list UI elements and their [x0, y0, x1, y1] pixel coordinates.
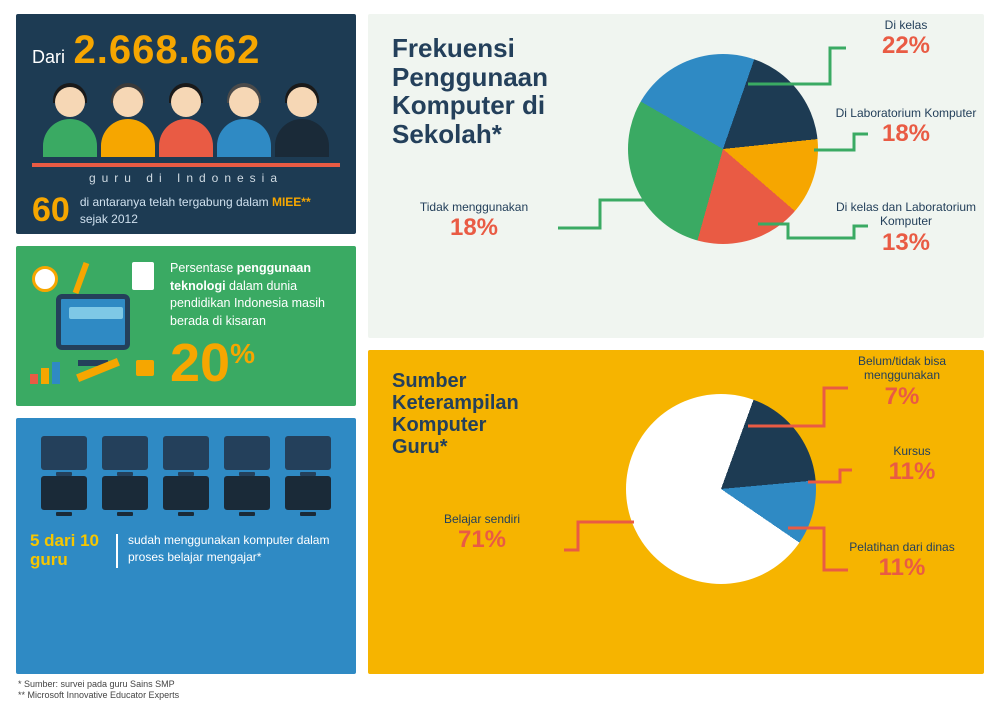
vertical-divider — [116, 534, 118, 568]
pencil-icon — [73, 262, 90, 294]
card-tech-usage: Persentase penggunaan teknologi dalam du… — [16, 246, 356, 406]
pie-callout: Kursus11% — [852, 444, 972, 486]
monitor-icon — [285, 436, 331, 470]
pie-callout: Pelatihan dari dinas11% — [822, 540, 982, 582]
monitor-grid — [30, 432, 342, 514]
person-icon — [43, 79, 97, 157]
teacher-total: 2.668.662 — [73, 28, 260, 72]
monitor-icon — [163, 476, 209, 510]
callout-pct: 13% — [828, 229, 984, 257]
pie1-title: Frekuensi Penggunaan Komputer di Sekolah… — [392, 34, 582, 148]
monitor-icon — [285, 476, 331, 510]
card-5-of-10: 5 dari 10 guru sudah menggunakan kompute… — [16, 418, 356, 674]
prefix-dari: Dari — [32, 47, 65, 67]
pie2-title: Sumber Keterampilan Komputer Guru* — [392, 370, 542, 458]
pie-callout: Belajar sendiri71% — [402, 512, 562, 554]
pie-callout: Di kelas dan Laboratorium Komputer13% — [828, 200, 984, 257]
pie-callout: Di kelas22% — [846, 18, 966, 60]
mug-icon — [136, 360, 154, 376]
pie1-chart — [628, 54, 818, 244]
mini-bar-chart-icon — [30, 362, 71, 384]
callout-label: Belajar sendiri — [402, 512, 562, 526]
callout-pct: 71% — [402, 526, 562, 554]
monitor-icon — [41, 436, 87, 470]
card-source-pie: Sumber Keterampilan Komputer Guru* Belum… — [368, 350, 984, 674]
monitor-icon — [224, 476, 270, 510]
monitor-icon — [102, 476, 148, 510]
callout-pct: 7% — [822, 383, 982, 411]
callout-pct: 11% — [852, 458, 972, 486]
miee-count: 60 — [32, 191, 70, 230]
pie-callout: Belum/tidak bisa menggunakan7% — [822, 354, 982, 411]
tech-usage-pct: 20% — [170, 336, 342, 390]
callout-label: Di Laboratorium Komputer — [828, 106, 984, 120]
monitor-icon — [41, 476, 87, 510]
callout-label: Pelatihan dari dinas — [822, 540, 982, 554]
callout-pct: 18% — [394, 214, 554, 242]
callout-label: Belum/tidak bisa menggunakan — [822, 354, 982, 383]
footnote-2: ** Microsoft Innovative Educator Experts — [18, 690, 179, 702]
tech-usage-text: Persentase penggunaan teknologi dalam du… — [170, 260, 342, 330]
monitor-icon — [56, 294, 130, 350]
card-teacher-count: Dari 2.668.662 guru di Indonesia 60 di a… — [16, 14, 356, 234]
pie-callout: Tidak menggunakan18% — [394, 200, 554, 242]
monitor-icon — [102, 436, 148, 470]
footnotes: * Sumber: survei pada guru Sains SMP ** … — [18, 679, 179, 702]
pie-callout: Di Laboratorium Komputer18% — [828, 106, 984, 148]
person-icon — [275, 79, 329, 157]
tech-icons — [30, 260, 160, 392]
callout-pct: 11% — [822, 554, 982, 582]
callout-label: Kursus — [852, 444, 972, 458]
ratio-highlight: 5 dari 10 guru — [30, 532, 106, 569]
monitor-icon — [224, 436, 270, 470]
pie2-chart — [626, 394, 816, 584]
ratio-desc: sudah menggunakan komputer dalam proses … — [128, 532, 342, 566]
clock-icon — [32, 266, 58, 292]
callout-label: Di kelas — [846, 18, 966, 32]
miee-desc: di antaranya telah tergabung dalam MIEE*… — [80, 194, 340, 228]
teacher-caption: guru di Indonesia — [32, 171, 340, 185]
divider-bar — [32, 163, 340, 167]
callout-pct: 18% — [828, 120, 984, 148]
callout-label: Tidak menggunakan — [394, 200, 554, 214]
people-icons-row — [32, 79, 340, 157]
person-icon — [217, 79, 271, 157]
footnote-1: * Sumber: survei pada guru Sains SMP — [18, 679, 179, 691]
paper-icon — [132, 262, 154, 290]
card-frequency-pie: Frekuensi Penggunaan Komputer di Sekolah… — [368, 14, 984, 338]
monitor-icon — [163, 436, 209, 470]
person-icon — [159, 79, 213, 157]
person-icon — [101, 79, 155, 157]
callout-pct: 22% — [846, 32, 966, 60]
callout-label: Di kelas dan Laboratorium Komputer — [828, 200, 984, 229]
